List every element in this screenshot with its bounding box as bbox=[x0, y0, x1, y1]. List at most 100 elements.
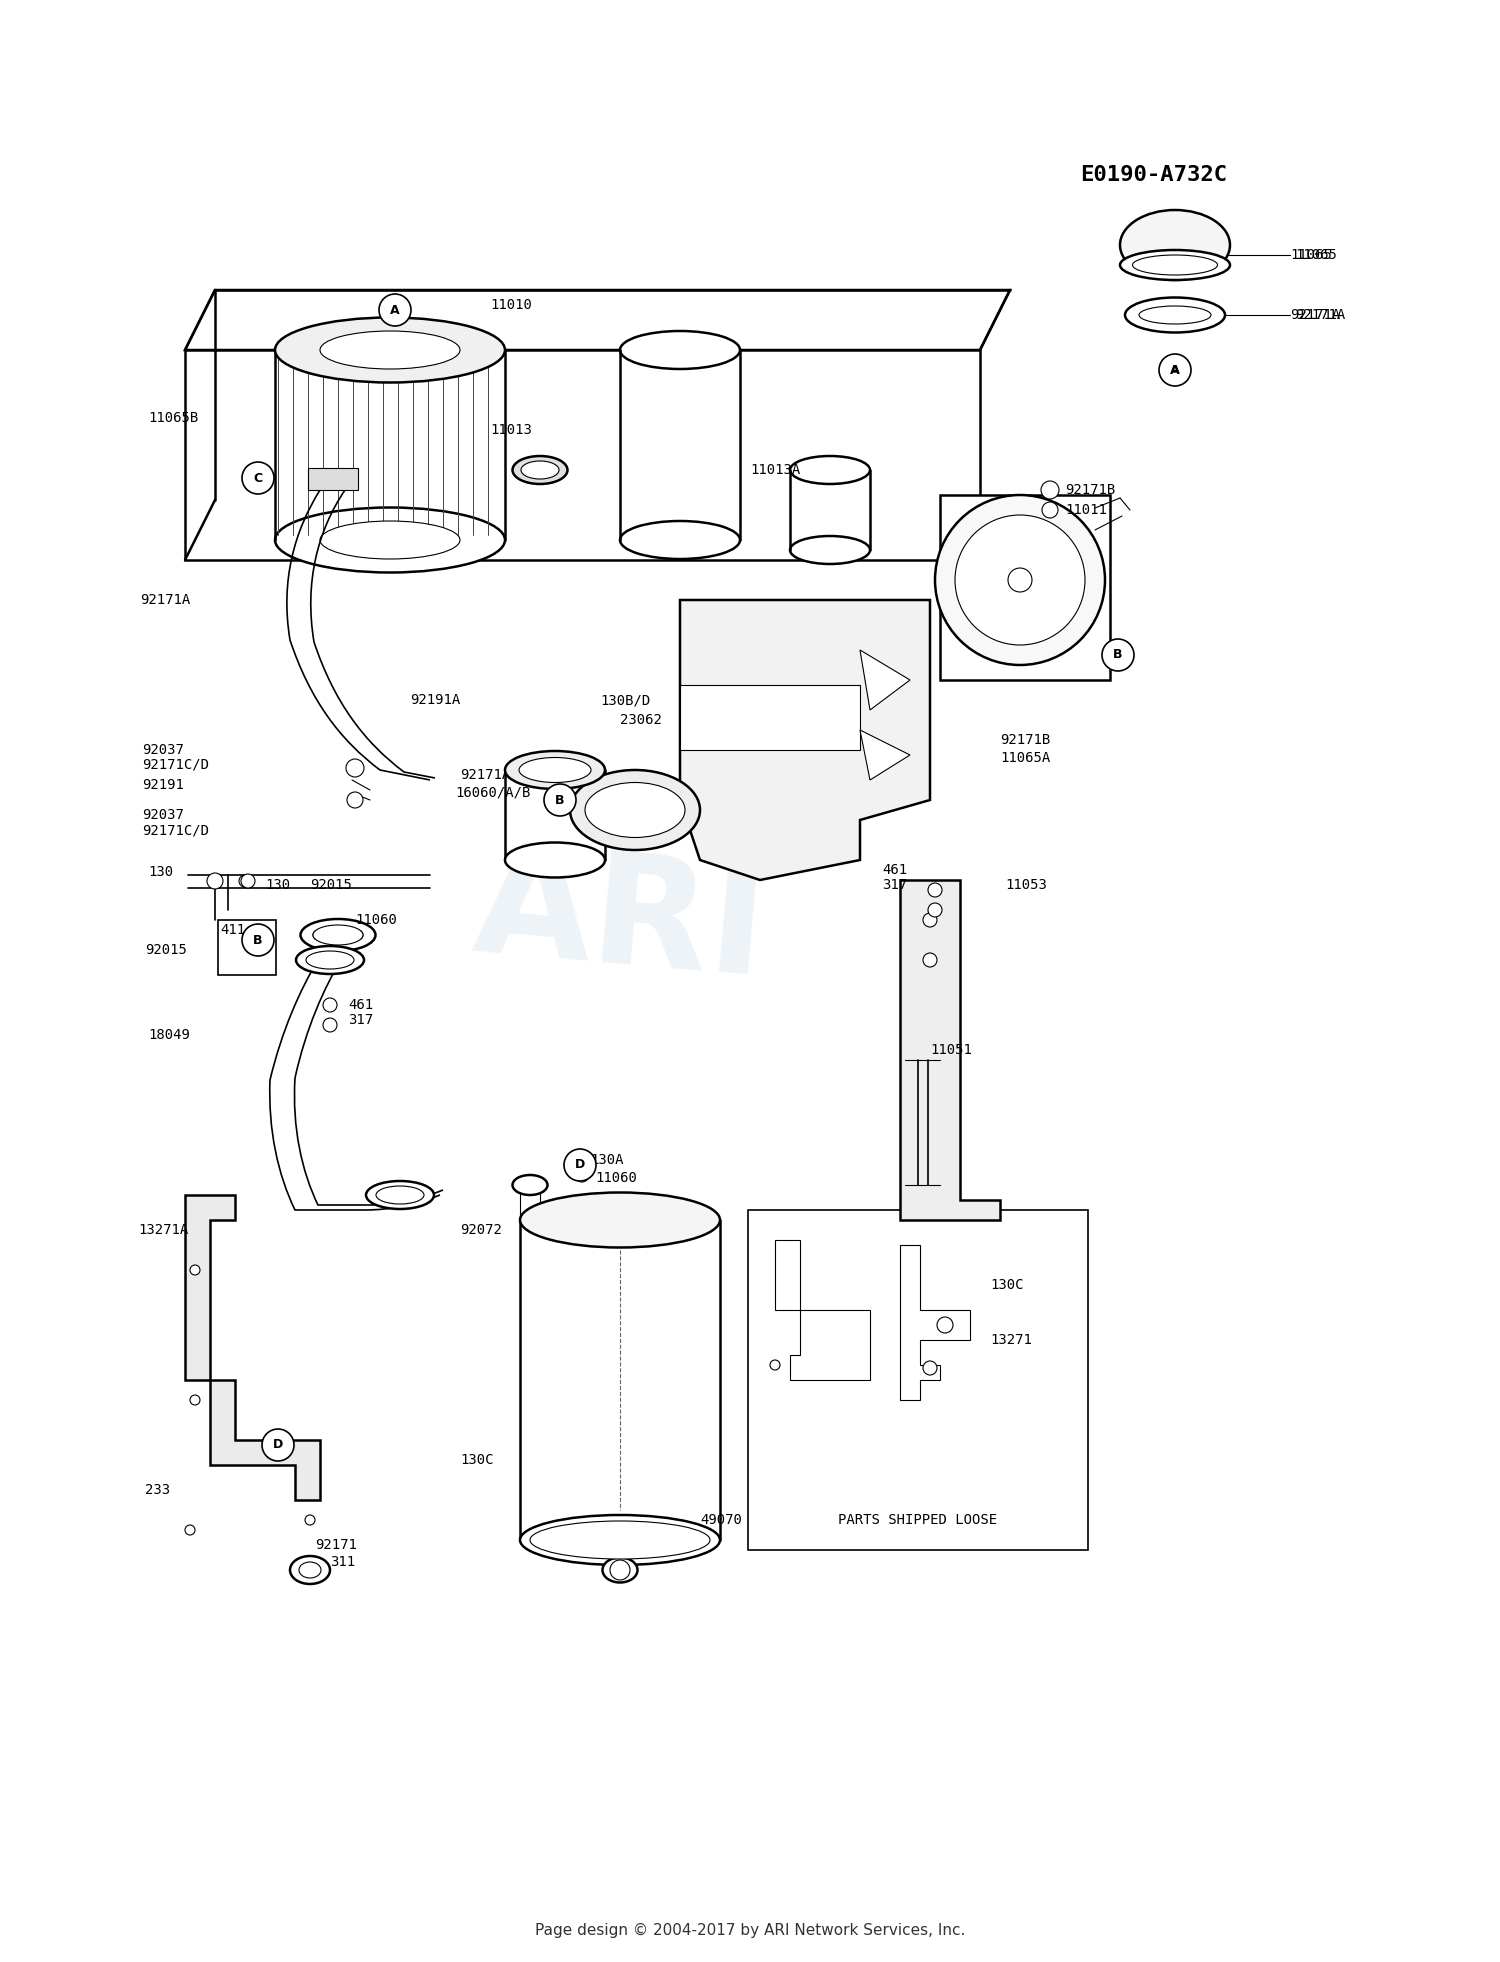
Text: 92015: 92015 bbox=[146, 944, 188, 957]
Text: A: A bbox=[390, 304, 400, 316]
Circle shape bbox=[928, 883, 942, 897]
Polygon shape bbox=[859, 649, 910, 710]
Circle shape bbox=[1041, 481, 1059, 498]
Text: 11013: 11013 bbox=[490, 424, 532, 438]
Text: 11060: 11060 bbox=[356, 912, 398, 926]
Ellipse shape bbox=[274, 508, 506, 573]
Ellipse shape bbox=[1132, 255, 1218, 275]
Text: 461: 461 bbox=[882, 863, 908, 877]
Ellipse shape bbox=[519, 757, 591, 783]
Text: A: A bbox=[1170, 363, 1180, 377]
Ellipse shape bbox=[506, 842, 604, 877]
Circle shape bbox=[956, 514, 1084, 645]
Text: 233: 233 bbox=[146, 1483, 170, 1497]
Circle shape bbox=[574, 1167, 590, 1181]
Circle shape bbox=[190, 1265, 200, 1275]
Ellipse shape bbox=[603, 1558, 638, 1583]
Text: 317: 317 bbox=[882, 879, 908, 893]
Circle shape bbox=[928, 903, 942, 916]
Text: 130C: 130C bbox=[990, 1277, 1023, 1293]
Text: 11013A: 11013A bbox=[750, 463, 801, 477]
Ellipse shape bbox=[513, 1175, 548, 1195]
Text: 92171A: 92171A bbox=[1290, 308, 1341, 322]
Polygon shape bbox=[859, 730, 910, 781]
Circle shape bbox=[346, 759, 364, 777]
Text: 11065: 11065 bbox=[1290, 247, 1332, 263]
Text: 11051: 11051 bbox=[930, 1044, 972, 1058]
Circle shape bbox=[1162, 357, 1188, 383]
Text: 461: 461 bbox=[348, 999, 374, 1012]
Text: 11065A: 11065A bbox=[1000, 751, 1050, 765]
Ellipse shape bbox=[520, 461, 560, 479]
Text: 92191: 92191 bbox=[142, 779, 184, 793]
Ellipse shape bbox=[520, 1193, 720, 1248]
Ellipse shape bbox=[314, 924, 363, 946]
Ellipse shape bbox=[520, 1515, 720, 1566]
Text: 130B/D: 130B/D bbox=[600, 693, 651, 706]
Text: 92171: 92171 bbox=[315, 1538, 357, 1552]
Text: B: B bbox=[254, 934, 262, 946]
Text: ARI: ARI bbox=[468, 834, 772, 1007]
Circle shape bbox=[184, 1524, 195, 1534]
Ellipse shape bbox=[790, 536, 870, 563]
Circle shape bbox=[346, 793, 363, 808]
Circle shape bbox=[1160, 353, 1191, 387]
Ellipse shape bbox=[1120, 210, 1230, 281]
Text: 130: 130 bbox=[266, 879, 290, 893]
Text: 411: 411 bbox=[220, 922, 245, 938]
Text: 11065B: 11065B bbox=[148, 410, 198, 426]
Ellipse shape bbox=[306, 952, 354, 969]
Polygon shape bbox=[184, 1195, 320, 1501]
Circle shape bbox=[922, 1362, 938, 1375]
Circle shape bbox=[1042, 502, 1058, 518]
Circle shape bbox=[934, 494, 1106, 665]
Ellipse shape bbox=[320, 332, 460, 369]
Text: 130: 130 bbox=[148, 865, 172, 879]
Text: 311: 311 bbox=[330, 1556, 356, 1570]
Text: B: B bbox=[555, 793, 564, 806]
Text: 11010: 11010 bbox=[490, 298, 532, 312]
Ellipse shape bbox=[570, 769, 700, 850]
Ellipse shape bbox=[1125, 298, 1226, 332]
Text: 92072: 92072 bbox=[460, 1222, 503, 1236]
Polygon shape bbox=[184, 349, 980, 559]
Text: A: A bbox=[1170, 365, 1179, 375]
Circle shape bbox=[544, 785, 576, 816]
Bar bbox=[217, 920, 276, 975]
Text: B: B bbox=[1113, 649, 1122, 661]
Polygon shape bbox=[900, 1246, 970, 1401]
Circle shape bbox=[242, 461, 274, 494]
Circle shape bbox=[1102, 640, 1134, 671]
Ellipse shape bbox=[790, 455, 870, 485]
Text: 92037: 92037 bbox=[142, 808, 184, 822]
Circle shape bbox=[207, 873, 224, 889]
Text: 18049: 18049 bbox=[148, 1028, 190, 1042]
Ellipse shape bbox=[274, 318, 506, 383]
Text: D: D bbox=[574, 1158, 585, 1171]
Text: 130C: 130C bbox=[460, 1454, 494, 1468]
Circle shape bbox=[314, 930, 322, 940]
Circle shape bbox=[1008, 569, 1032, 593]
Circle shape bbox=[262, 1428, 294, 1462]
Text: 92171A: 92171A bbox=[140, 593, 190, 606]
Text: 92037: 92037 bbox=[142, 744, 184, 757]
Circle shape bbox=[322, 999, 338, 1012]
Polygon shape bbox=[940, 494, 1110, 681]
Ellipse shape bbox=[290, 1556, 330, 1583]
Polygon shape bbox=[680, 685, 859, 749]
Text: D: D bbox=[273, 1438, 284, 1452]
Ellipse shape bbox=[1120, 249, 1230, 281]
Circle shape bbox=[938, 1317, 952, 1332]
Text: 49070: 49070 bbox=[700, 1513, 742, 1526]
Text: 23062: 23062 bbox=[620, 712, 662, 728]
Ellipse shape bbox=[296, 946, 364, 973]
Text: 16060/A/B: 16060/A/B bbox=[454, 787, 531, 800]
Text: 92171C/D: 92171C/D bbox=[142, 757, 208, 771]
Text: 13271A: 13271A bbox=[138, 1222, 189, 1236]
Circle shape bbox=[190, 1395, 200, 1405]
Text: 11053: 11053 bbox=[1005, 879, 1047, 893]
Circle shape bbox=[922, 912, 938, 926]
Ellipse shape bbox=[366, 1181, 434, 1209]
Circle shape bbox=[242, 924, 274, 955]
Ellipse shape bbox=[300, 918, 375, 952]
